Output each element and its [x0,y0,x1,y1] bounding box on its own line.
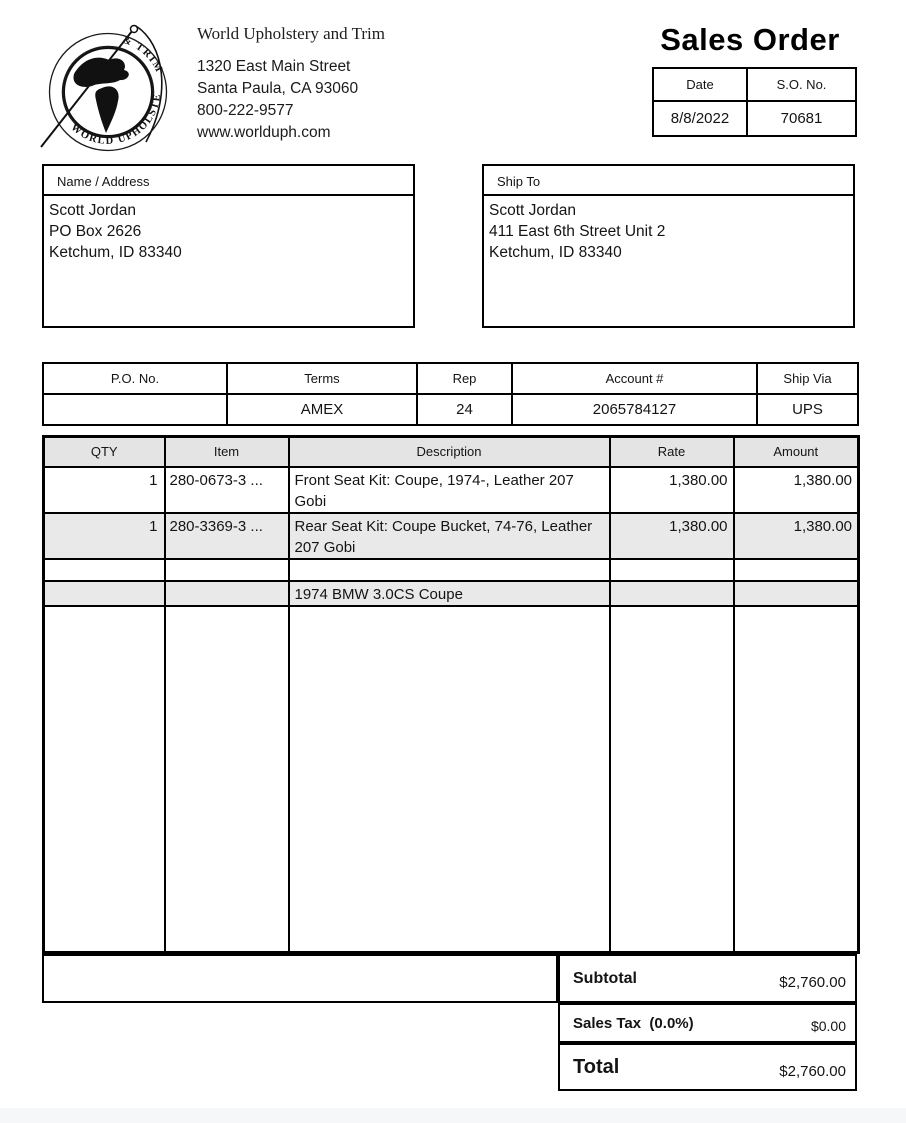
table-row [42,557,860,582]
company-phone: 800-222-9577 [197,102,294,119]
needle-eye-icon [129,24,139,34]
ship-to-box: Ship To Scott Jordan 411 East 6th Street… [482,164,855,328]
account-header: Account # [511,362,758,395]
item-description: 1974 BMW 3.0CS Coupe [287,579,611,607]
ribbon-band [49,33,167,151]
item-qty [42,557,166,582]
item-code: 280-0673-3 ... [163,465,290,514]
ship-to-address: Scott Jordan 411 East 6th Street Unit 2 … [484,196,853,263]
totals-spacer-box [42,954,558,1003]
table-filler-row [42,604,860,954]
item-code: 280-3369-3 ... [163,511,290,560]
po-number-header: P.O. No. [42,362,228,395]
so-number-value: 70681 [746,100,857,137]
thread-icon [135,25,163,143]
bill-to-address: Scott Jordan PO Box 2626 Ketchum, ID 833… [44,196,413,263]
amount-header: Amount [732,435,860,468]
item-description: Front Seat Kit: Coupe, 1974-, Leather 20… [287,465,611,514]
ship-via-value: UPS [756,393,859,426]
account-value: 2065784127 [511,393,758,426]
subtotal-row: Subtotal $2,760.00 [558,954,857,1003]
item-code [163,579,290,607]
item-amount: 1,380.00 [732,511,860,560]
rate-header: Rate [608,435,735,468]
company-address: 1320 East Main Street Santa Paula, CA 93… [197,56,358,144]
page-edge-strip [0,1108,906,1123]
bill-to-street: PO Box 2626 [49,223,142,240]
item-amount [732,579,860,607]
sales-tax-value: $0.00 [810,1018,846,1034]
ship-to-label: Ship To [484,166,853,196]
rep-header: Rep [416,362,513,395]
total-value: $2,760.00 [779,1062,846,1080]
item-amount [732,557,860,582]
item-description [287,557,611,582]
so-number-header: S.O. No. [746,67,857,102]
item-qty [42,579,166,607]
item-rate [608,557,735,582]
description-header: Description [287,435,611,468]
sales-tax-row: Sales Tax (0.0%) $0.00 [558,1003,857,1043]
item-header: Item [163,435,290,468]
date-so-table: Date S.O. No. 8/8/2022 70681 [652,67,857,137]
po-number-value [42,393,228,426]
ship-to-name: Scott Jordan [489,202,577,219]
item-rate [608,579,735,607]
item-rate: 1,380.00 [608,465,735,514]
item-code [163,557,290,582]
item-qty: 1 [42,465,166,514]
total-row: Total $2,760.00 [558,1043,857,1091]
order-info-table: P.O. No. Terms Rep Account # Ship Via AM… [42,362,859,426]
ship-to-city: Ketchum, ID 83340 [489,244,622,261]
subtotal-value: $2,760.00 [779,974,846,991]
company-logo: WORLD UPHOLSTERY & TRIM [36,16,168,152]
ship-to-street: 411 East 6th Street Unit 2 [489,223,666,240]
table-row: 1 280-0673-3 ... Front Seat Kit: Coupe, … [42,465,860,514]
bill-to-city: Ketchum, ID 83340 [49,244,182,261]
date-header: Date [652,67,748,102]
item-qty: 1 [42,511,166,560]
rep-value: 24 [416,393,513,426]
bill-to-label: Name / Address [44,166,413,196]
item-amount: 1,380.00 [732,465,860,514]
total-label: Total [573,1055,620,1078]
company-city: Santa Paula, CA 93060 [197,80,359,97]
subtotal-label: Subtotal [573,969,637,987]
bill-to-name: Scott Jordan [49,202,137,219]
company-street: 1320 East Main Street [197,58,351,75]
table-row: 1974 BMW 3.0CS Coupe [42,579,860,607]
terms-value: AMEX [226,393,418,426]
company-website: www.worlduph.com [197,124,331,141]
date-value: 8/8/2022 [652,100,748,137]
page-title: Sales Order [660,22,840,57]
globe-continents-icon [73,57,129,133]
needle-icon [40,25,137,148]
table-row: 1 280-3369-3 ... Rear Seat Kit: Coupe Bu… [42,511,860,560]
sales-tax-label: Sales Tax (0.0%) [573,1014,694,1032]
ribbon-outer-edge [48,32,168,152]
company-name: World Upholstery and Trim [197,24,385,43]
bill-to-box: Name / Address Scott Jordan PO Box 2626 … [42,164,415,328]
item-rate: 1,380.00 [608,511,735,560]
qty-header: QTY [42,435,166,468]
ribbon-inner-edge [61,45,155,139]
terms-header: Terms [226,362,418,395]
ship-via-header: Ship Via [756,362,859,395]
item-description: Rear Seat Kit: Coupe Bucket, 74-76, Leat… [287,511,611,560]
items-table: QTY Item Description Rate Amount 1 280-0… [42,435,860,954]
